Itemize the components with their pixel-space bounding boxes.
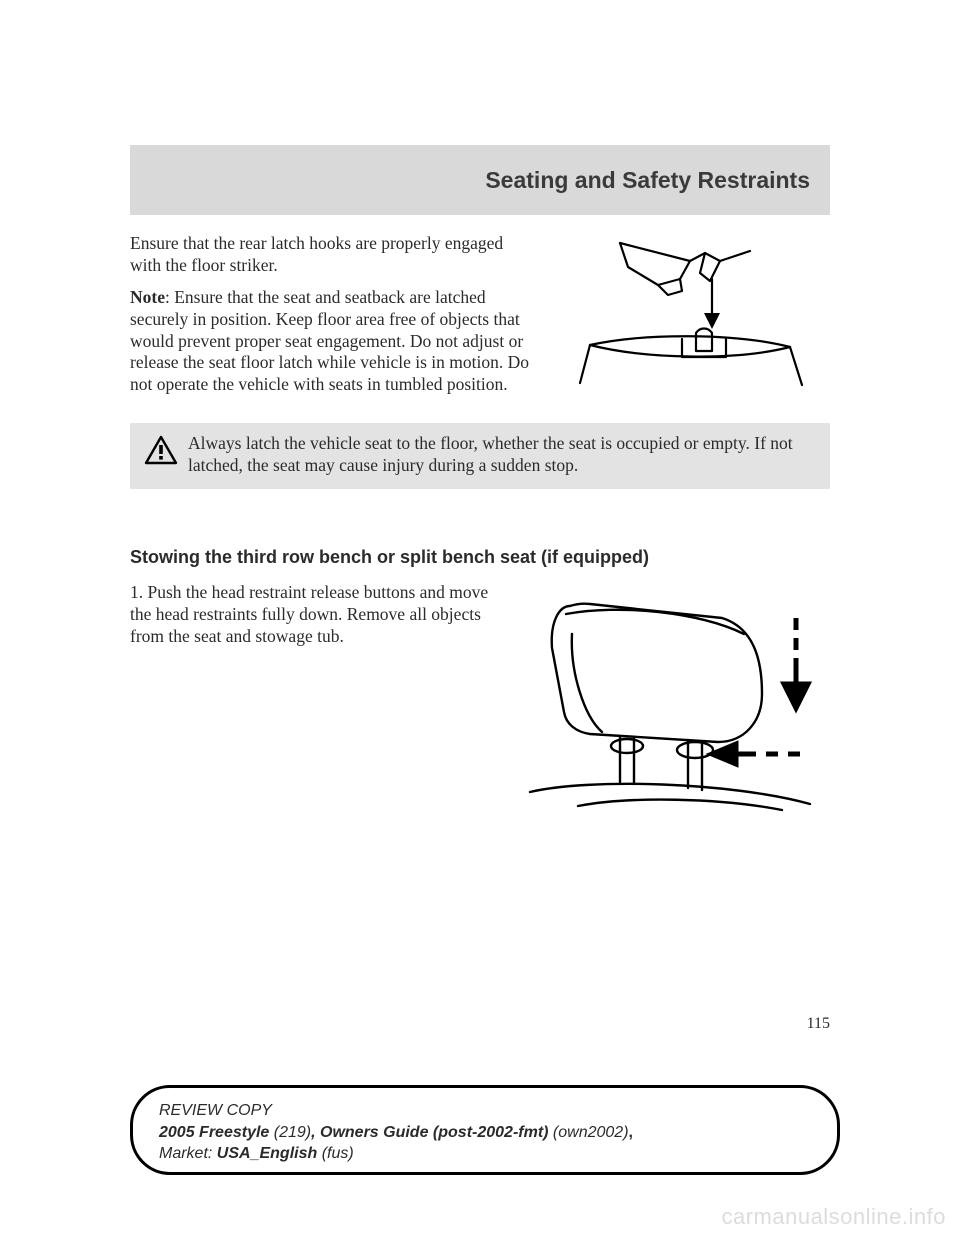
paragraph-note: Note: Ensure that the seat and seatback … bbox=[130, 287, 536, 396]
footer-line-2: 2005 Freestyle (219), Owners Guide (post… bbox=[159, 1122, 811, 1144]
manual-page: Seating and Safety Restraints Ensure tha… bbox=[130, 145, 830, 812]
paragraph-step1: 1. Push the head restraint release butto… bbox=[130, 582, 496, 648]
section-header-title: Seating and Safety Restraints bbox=[485, 167, 810, 194]
stowing-heading: Stowing the third row bench or split ben… bbox=[130, 547, 830, 568]
footer-line-3: Market: USA_English (fus) bbox=[159, 1143, 811, 1165]
section-header-bar: Seating and Safety Restraints bbox=[130, 145, 830, 215]
stowing-text-block: 1. Push the head restraint release butto… bbox=[130, 582, 496, 812]
note-body: : Ensure that the seat and seatback are … bbox=[130, 287, 529, 395]
warning-triangle-icon bbox=[144, 435, 178, 465]
warning-callout: Always latch the vehicle seat to the flo… bbox=[130, 423, 830, 489]
watermark-text: carmanualsonline.info bbox=[721, 1204, 946, 1230]
latch-text-block: Ensure that the rear latch hooks are pro… bbox=[130, 233, 536, 413]
latch-row: Ensure that the rear latch hooks are pro… bbox=[130, 233, 830, 413]
body-column: Ensure that the rear latch hooks are pro… bbox=[130, 215, 830, 812]
warning-text: Always latch the vehicle seat to the flo… bbox=[188, 433, 793, 475]
page-number: 115 bbox=[807, 1015, 830, 1033]
footer-line-1: REVIEW COPY bbox=[159, 1100, 811, 1122]
headrest-illustration bbox=[510, 582, 830, 812]
note-label: Note bbox=[130, 287, 165, 307]
stowing-row: 1. Push the head restraint release butto… bbox=[130, 582, 830, 812]
review-footer-box: REVIEW COPY 2005 Freestyle (219), Owners… bbox=[130, 1085, 840, 1175]
seat-latch-illustration bbox=[550, 233, 830, 413]
paragraph-latch: Ensure that the rear latch hooks are pro… bbox=[130, 233, 536, 277]
